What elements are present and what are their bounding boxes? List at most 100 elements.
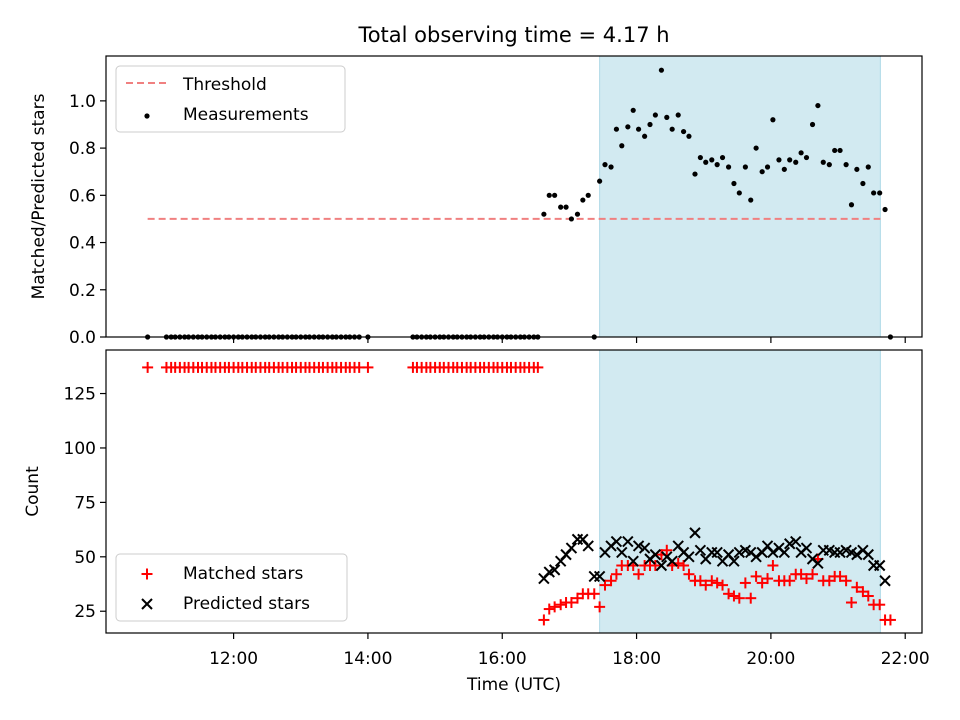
bottom-axes-frame (105, 349, 923, 634)
matched-star-point (784, 575, 796, 587)
measurement-point (854, 166, 860, 172)
matched-star-point (543, 603, 555, 615)
matched-star-point (661, 544, 673, 556)
chart-title: Total observing time = 4.17 h (357, 23, 669, 47)
predicted-star-point (873, 559, 886, 572)
predicted-star-point (783, 538, 796, 550)
predicted-star-point (750, 551, 762, 563)
legend-measurement-swatch (144, 113, 150, 119)
y-tick-label: 125 (64, 385, 96, 405)
measurement-point (798, 150, 804, 156)
predicted-star-point (683, 551, 695, 563)
measurement-point (630, 107, 636, 113)
measurement-point (719, 154, 726, 161)
measurement-point (642, 133, 648, 139)
predicted-star-point (834, 546, 846, 559)
measurement-point (776, 157, 782, 163)
top-axes-frame (105, 55, 923, 338)
predicted-star-point (767, 546, 779, 559)
matched-star-point (874, 599, 886, 611)
top-panel: 0.0 0.2 0.4 0.6 0.8 1.0 Matched/Predicted star… (29, 55, 923, 348)
matched-star-point (555, 599, 567, 611)
matched-star-point (750, 570, 762, 582)
measurement-point (843, 162, 849, 168)
legend-matched-label: Matched stars (183, 564, 303, 584)
measurement-point (803, 154, 810, 161)
y-tick-label: 0.2 (69, 281, 96, 301)
matched-star-point (851, 581, 863, 593)
predicted-star-point (565, 542, 578, 554)
measurement-point (703, 159, 709, 165)
measurement-point (558, 204, 564, 210)
measurement-point (574, 211, 581, 217)
matched-star-point (538, 614, 550, 626)
measurement-point (832, 147, 838, 154)
measurement-point (563, 204, 569, 210)
measurement-point (736, 190, 742, 196)
measurement-point (742, 164, 748, 170)
predicted-star-point (790, 535, 802, 548)
top-legend: Threshold Measurements (115, 65, 346, 133)
shaded-span (599, 55, 881, 338)
matched-star-point (739, 577, 751, 589)
measurement-point (585, 192, 591, 198)
legend-threshold-label: Threshold (182, 75, 267, 95)
matched-star-point (711, 577, 723, 589)
predicted-star-point (689, 527, 701, 539)
y-tick-label: 0.6 (69, 186, 96, 206)
predicted-star-point (733, 546, 746, 559)
measurement-point (837, 147, 843, 154)
measurement-point (826, 162, 832, 168)
x-tick-label: 22:00 (881, 649, 930, 669)
measurement-point (568, 216, 575, 222)
measurement-point (602, 162, 608, 168)
predicted-star-point (548, 564, 561, 576)
measurement-point (692, 171, 698, 177)
predicted-star-point (610, 535, 623, 548)
matched-star-point (706, 575, 718, 587)
measurement-point (552, 192, 558, 198)
x-tick-label: 14:00 (343, 649, 392, 669)
matched-star-point (142, 361, 154, 373)
predicted-star-point (627, 555, 639, 567)
measurement-point (877, 190, 883, 196)
predicted-star-point (622, 535, 634, 548)
measurement-point (669, 126, 675, 132)
predicted-star-point (800, 542, 813, 554)
x-tick-label: 12:00 (209, 649, 258, 669)
shaded-span (599, 349, 881, 634)
matched-star-point (862, 590, 874, 602)
measurement-point (714, 162, 720, 168)
y-tick-label: 1.0 (69, 92, 96, 112)
y-tick-label: 50 (74, 548, 96, 568)
predicted-star-point (632, 540, 645, 552)
y-axis-label: Count (23, 466, 43, 517)
matched-star-point (745, 592, 757, 604)
matched-star-point (762, 573, 774, 585)
measurement-point (781, 166, 787, 172)
y-tick-label: 25 (74, 602, 96, 622)
measurement-point (753, 145, 759, 151)
predicted-star-point (666, 555, 678, 567)
measurement-point (546, 192, 552, 198)
predicted-star-point (582, 540, 594, 552)
predicted-star-point (588, 570, 600, 583)
measurement-point (541, 211, 547, 217)
predicted-star-point (593, 570, 606, 583)
measurement-point (647, 121, 653, 128)
predicted-star-point (694, 544, 707, 556)
measurement-point (731, 180, 737, 187)
y-axis-label: Matched/Predicted stars (29, 93, 49, 299)
measurement-point (882, 206, 888, 213)
measurement-point (664, 114, 670, 120)
predicted-star-point (616, 546, 628, 559)
x-tick-label: 16:00 (478, 649, 527, 669)
measurement-point (871, 190, 877, 196)
y-tick-label: 0.4 (69, 234, 96, 254)
measurement-point (725, 164, 732, 170)
matched-star-point (884, 614, 896, 626)
predicted-star-point (879, 575, 891, 587)
matched-star-point (599, 579, 611, 591)
matched-star-point (840, 575, 852, 587)
